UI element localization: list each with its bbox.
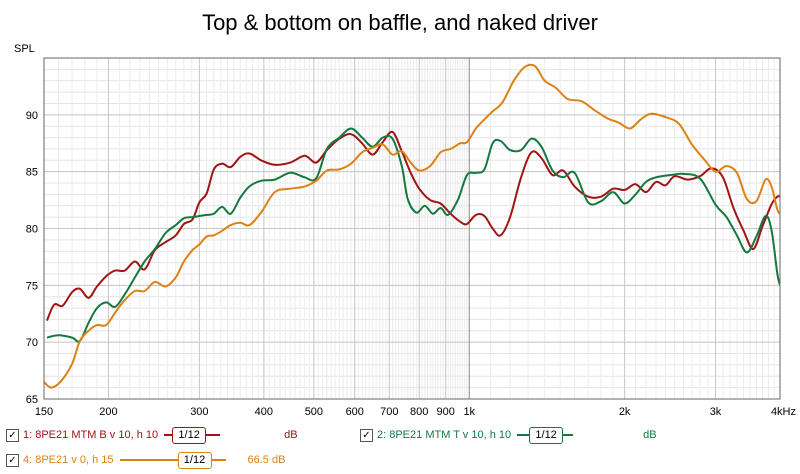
x-tick-label: 3k bbox=[710, 406, 722, 418]
x-tick-label: 700 bbox=[380, 406, 398, 418]
x-tick-label: 600 bbox=[346, 406, 364, 418]
x-tick-label: 900 bbox=[436, 406, 454, 418]
legend-1-smoothing[interactable]: 1/12 bbox=[172, 426, 207, 444]
x-tick-label: 4kHz bbox=[771, 406, 796, 418]
plot-frame bbox=[43, 57, 781, 400]
series-line-3 bbox=[44, 63, 780, 389]
legend-1-checkbox[interactable]: ✓ bbox=[6, 428, 19, 442]
x-tick-label: 800 bbox=[410, 406, 428, 418]
legend-1-name: 1: 8PE21 MTM B v 10, h 10 bbox=[23, 429, 159, 441]
y-tick-label: 65 bbox=[26, 394, 38, 406]
legend-3-checkbox[interactable]: ✓ bbox=[6, 453, 19, 467]
x-tick-label: 500 bbox=[305, 406, 323, 418]
series-layer bbox=[44, 63, 780, 389]
x-tick-label: 400 bbox=[255, 406, 273, 418]
legend-3-name: 4: 8PE21 v 0, h 15 bbox=[23, 454, 114, 466]
legend-3-line-left bbox=[119, 459, 178, 461]
legend-3-line-right bbox=[211, 459, 226, 461]
x-tick-label: 1k bbox=[463, 406, 475, 418]
x-tick-label: 2k bbox=[619, 406, 631, 418]
y-axis-label: SPL bbox=[14, 43, 35, 55]
legend-item-3: ✓ 4: 8PE21 v 0, h 15 1/12 66.5 dB bbox=[6, 450, 285, 470]
legend-2-name: 2: 8PE21 MTM T v 10, h 10 bbox=[377, 429, 512, 441]
x-tick-label: 300 bbox=[190, 406, 208, 418]
legend-1-line-right bbox=[206, 434, 221, 436]
y-tick-label: 70 bbox=[26, 337, 38, 349]
x-tick-label: 150 bbox=[35, 406, 53, 418]
legend-1-offset: dB bbox=[284, 429, 298, 441]
major-grid bbox=[44, 58, 780, 399]
legend-3-smoothing[interactable]: 1/12 bbox=[177, 451, 212, 469]
legend-3-offset: 66.5 dB bbox=[247, 454, 286, 466]
series-line-2 bbox=[46, 127, 780, 343]
y-tick-label: 85 bbox=[26, 167, 38, 179]
legend-2-checkbox[interactable]: ✓ bbox=[360, 428, 373, 442]
legend-item-2: ✓ 2: 8PE21 MTM T v 10, h 10 1/12 dB bbox=[360, 425, 657, 445]
legend-2-smoothing[interactable]: 1/12 bbox=[529, 426, 564, 444]
y-tick-label: 75 bbox=[26, 280, 38, 292]
legend-2-line-left bbox=[517, 434, 530, 436]
y-tick-label: 80 bbox=[26, 224, 38, 236]
series-line-1 bbox=[46, 130, 780, 322]
y-tick-label: 90 bbox=[26, 110, 38, 122]
x-tick-labels: 150 200 300 400 500 600 700 800 900 1k 2k 3k 4kHz bbox=[35, 406, 796, 418]
legend-1-line-left bbox=[164, 434, 173, 436]
chart-title: Top & bottom on baffle, and naked driver bbox=[202, 10, 598, 35]
legend-2-line-right bbox=[563, 434, 574, 436]
legend-item-1: ✓ 1: 8PE21 MTM B v 10, h 10 1/12 dB bbox=[6, 425, 298, 445]
legend-2-offset: dB bbox=[643, 429, 657, 441]
x-tick-label: 200 bbox=[99, 406, 117, 418]
y-tick-labels: 65 70 75 80 85 90 bbox=[26, 110, 38, 406]
